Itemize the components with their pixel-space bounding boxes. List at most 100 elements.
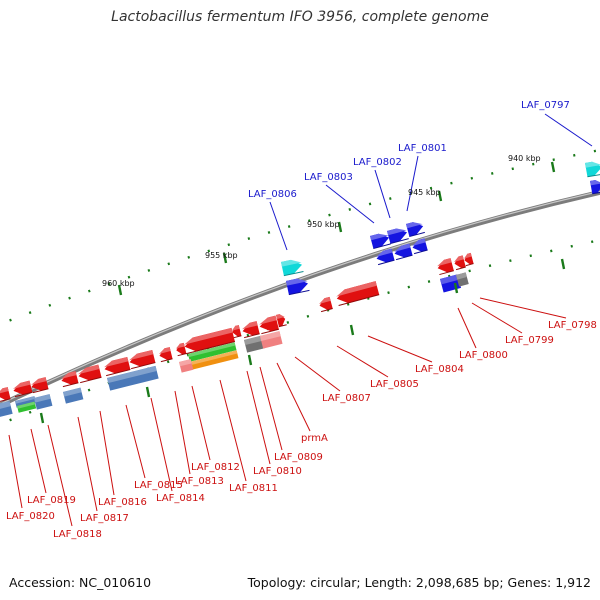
gene-label-LAF_0809: LAF_0809	[274, 452, 323, 463]
inner-dotted-ring	[0, 238, 600, 426]
leader-line-LAF_0817	[77, 416, 98, 512]
leader-line-prmA	[276, 362, 311, 432]
leader-line-LAF_0801	[406, 155, 419, 212]
leader-line-LAF_0805	[336, 345, 389, 378]
leader-line-LAF_0819	[30, 428, 47, 494]
gene-LAF_0803	[370, 233, 391, 250]
gene-LAF_0803-lower	[376, 248, 395, 266]
scale-tick-label-955: 955 kbp	[205, 251, 238, 260]
gene-label-LAF_0802: LAF_0802	[353, 157, 402, 168]
scale-tick-label-950: 950 kbp	[307, 220, 340, 229]
leader-line-LAF_0804	[367, 335, 433, 363]
gene-LAF_0820	[12, 380, 33, 398]
leader-line-LAF_0820	[8, 434, 23, 509]
gene-label-LAF_0810: LAF_0810	[253, 466, 302, 477]
gene-LAF_0809-box	[244, 335, 265, 353]
gene-label-LAF_0813: LAF_0813	[175, 476, 224, 487]
scale-tick-label-945: 945 kbp	[408, 188, 441, 197]
gene-LAF_0812	[188, 342, 237, 362]
gene-label-LAF_0800: LAF_0800	[459, 350, 508, 361]
gene-LAF_0799-lower	[456, 272, 469, 287]
gene-LAF_0814	[158, 347, 173, 363]
gene-LAF_0819	[30, 377, 49, 394]
gene-LAF_0816-box	[106, 365, 159, 391]
inner-tick-0	[560, 258, 566, 270]
gene-label-LAF_0799: LAF_0799	[505, 335, 554, 346]
leader-line-LAF_0802	[374, 169, 391, 219]
gene-LAF_0800	[437, 258, 454, 276]
scale-tick-960	[117, 284, 123, 296]
accession-text: Accession: NC_010610	[9, 575, 152, 590]
gene-LAF_0816	[104, 356, 131, 377]
leader-lines	[8, 113, 593, 527]
outer-dotted-ring	[0, 148, 600, 326]
gene-LAF_0798	[463, 252, 474, 267]
gene-LAF_0811	[184, 327, 236, 355]
leader-line-LAF_0814	[150, 397, 173, 492]
gene-LAF_0802	[387, 228, 409, 245]
gene-label-LAF_0820: LAF_0820	[6, 511, 55, 522]
topology-text: Topology: circular; Length: 2,098,685 bp…	[247, 575, 591, 590]
gene-label-LAF_0818: LAF_0818	[53, 529, 102, 540]
scale-tick-950	[337, 221, 343, 233]
gene-LAF_0801-lower	[412, 238, 428, 255]
leader-line-LAF_0799	[471, 302, 523, 334]
inner-tick-1	[453, 282, 459, 294]
inner-tick-3	[247, 354, 253, 366]
gene-LAF_0817	[78, 364, 102, 384]
scale-tick-945	[437, 190, 443, 202]
scale-tick-label-940: 940 kbp	[508, 154, 541, 163]
gene-LAF_0799	[454, 255, 466, 271]
gene-LAF_0807	[259, 315, 279, 335]
gene-LAF_0810	[260, 331, 283, 349]
scale-tick-940	[550, 161, 556, 173]
leader-line-LAF_0811	[219, 379, 247, 482]
gene-LAF_0818-box	[34, 394, 53, 410]
gene-LAF_0817-box	[63, 387, 84, 404]
inner-tick-2	[349, 324, 355, 336]
gene-label-LAF_0816: LAF_0816	[98, 497, 147, 508]
scale-tick-955	[222, 252, 228, 264]
genome-backbone-highlight	[0, 190, 600, 405]
gene-prmA	[242, 321, 260, 339]
gene-label-LAF_0801: LAF_0801	[398, 143, 447, 154]
leader-line-LAF_0812	[191, 385, 211, 461]
leader-line-LAF_0798	[479, 297, 567, 319]
scale-tick-label-960: 960 kbp	[102, 279, 135, 288]
gene-label-LAF_0817: LAF_0817	[80, 513, 129, 524]
scale-ticks: 940 kbp 945 kbp 950 kbp 955 kbp 960 kbp	[39, 154, 566, 424]
leader-line-LAF_0813	[174, 390, 191, 475]
gene-LAF_0801	[406, 222, 425, 238]
gene-LAF_0812-small	[175, 342, 187, 357]
gene-label-LAF_0814: LAF_0814	[156, 493, 205, 504]
gene-left-edge-box	[0, 401, 13, 418]
gene-label-prmA: prmA	[301, 433, 328, 444]
gene-LAF_0815	[129, 349, 156, 370]
gene-label-LAF_0807: LAF_0807	[322, 393, 371, 404]
gene-LAF_0811-small	[231, 325, 242, 339]
gene-label-LAF_0797: LAF_0797	[521, 100, 570, 111]
gene-LAF_0806-lower	[286, 278, 310, 296]
gene-LAF_0802-lower	[394, 243, 413, 261]
leader-line-LAF_0807	[294, 356, 341, 392]
leader-line-LAF_0800	[457, 307, 477, 349]
leader-line-LAF_0815	[125, 404, 146, 479]
gene-LAF_0813-box	[179, 359, 194, 373]
inner-tick-5	[39, 412, 45, 424]
gene-label-LAF_0803: LAF_0803	[304, 172, 353, 183]
gene-LAF_0805	[319, 296, 333, 313]
gene-label-LAF_0812: LAF_0812	[191, 462, 240, 473]
gene-label-LAF_0815: LAF_0815	[134, 480, 183, 491]
inner-tick-4	[145, 386, 151, 398]
gene-label-LAF_0811: LAF_0811	[229, 483, 278, 494]
gene-label-LAF_0804: LAF_0804	[415, 364, 464, 375]
gene-left-edge	[0, 387, 11, 403]
gene-label-LAF_0805: LAF_0805	[370, 379, 419, 390]
leader-line-LAF_0806	[269, 201, 288, 251]
page-title: Lactobacillus fermentum IFO 3956, comple…	[111, 9, 489, 25]
leader-line-LAF_0809	[259, 366, 283, 451]
leader-line-LAF_0816	[99, 410, 115, 496]
gene-LAF_0813	[190, 350, 239, 370]
